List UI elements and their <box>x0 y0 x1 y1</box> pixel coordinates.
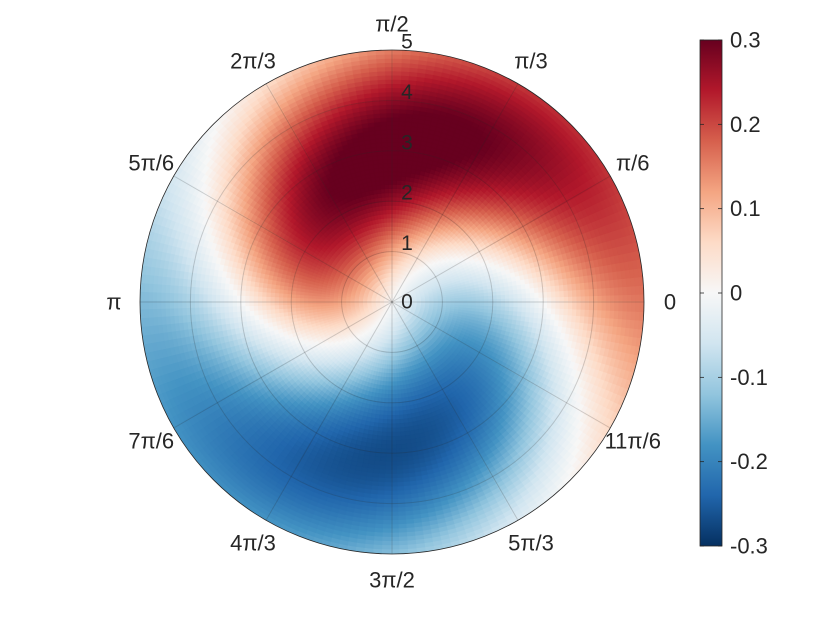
polar-field <box>140 50 644 554</box>
